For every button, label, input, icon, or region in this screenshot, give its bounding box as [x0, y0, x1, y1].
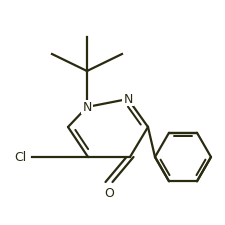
Text: O: O: [104, 186, 114, 199]
Text: N: N: [123, 93, 133, 106]
Text: Cl: Cl: [14, 151, 26, 164]
Text: N: N: [82, 101, 92, 114]
